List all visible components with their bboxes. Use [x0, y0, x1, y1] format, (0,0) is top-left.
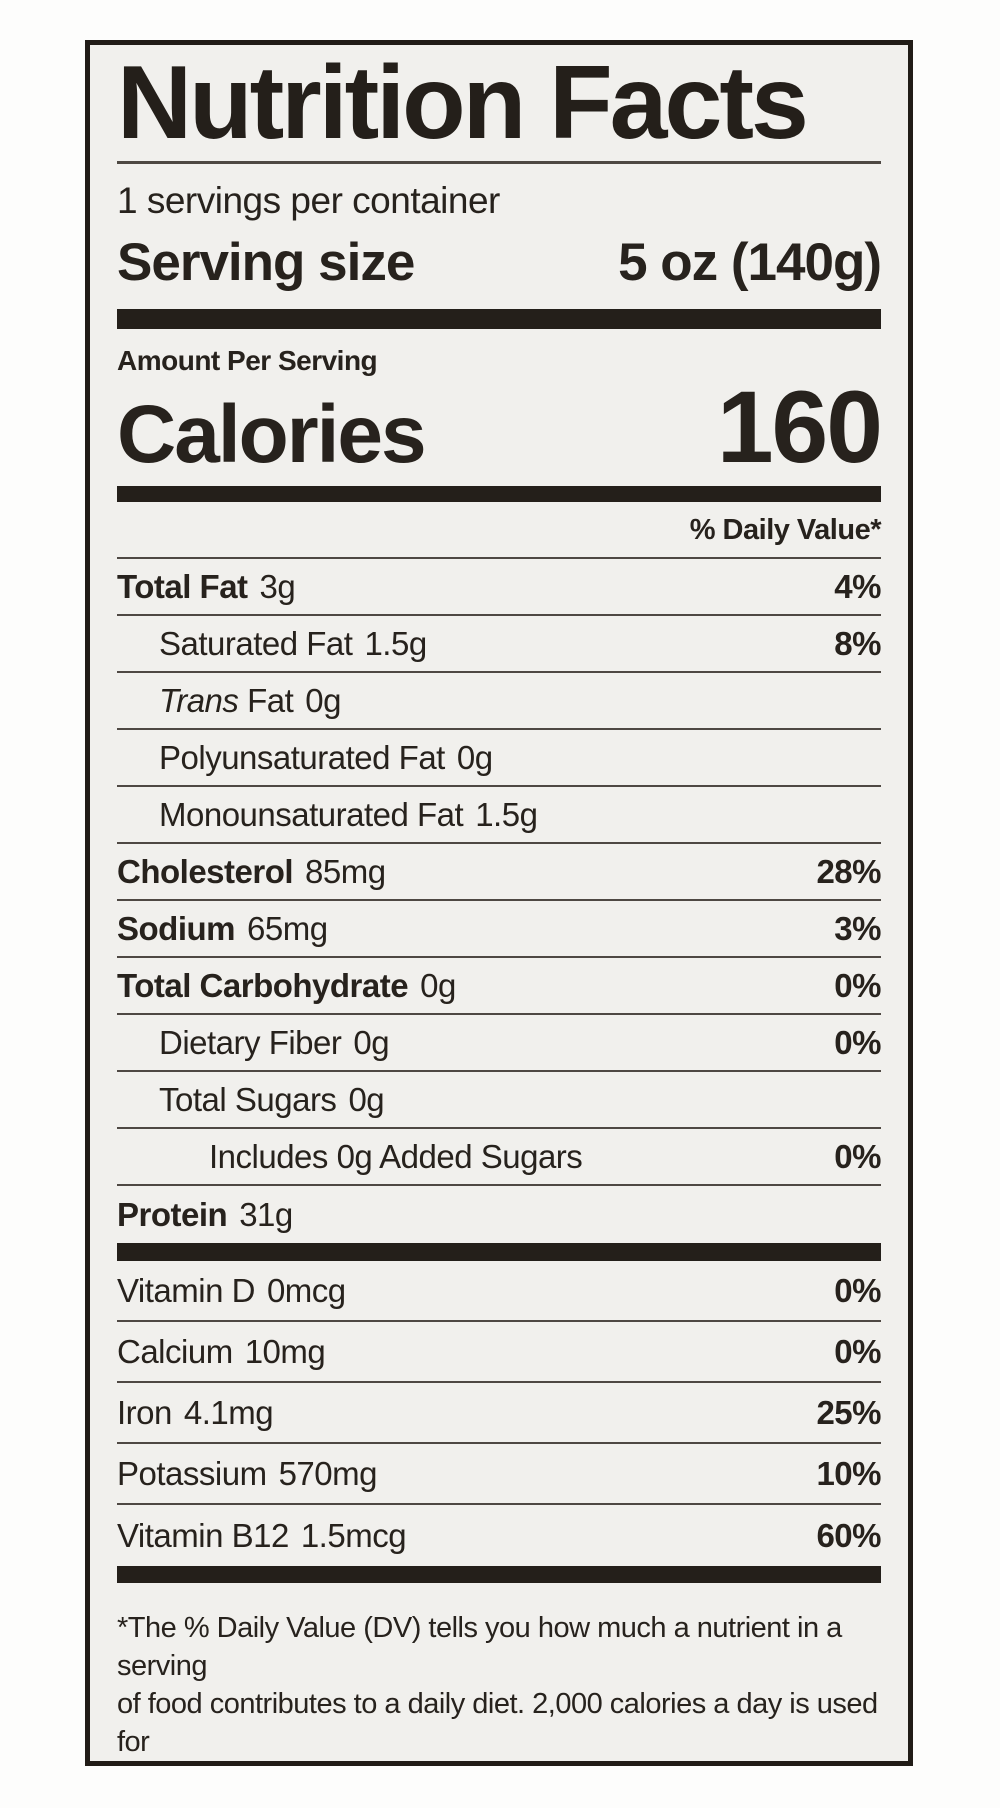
nutrient-amount: 3g — [259, 567, 296, 605]
nutrient-dv: 0% — [834, 1137, 881, 1175]
nutrient-name: Total Fat — [117, 567, 248, 605]
nutrient-row-dietary-fiber: Dietary Fiber 0g 0% — [117, 1015, 881, 1073]
nutrient-amount: 1.5g — [364, 624, 427, 662]
serving-size-row: Serving size 5 oz (140g) — [117, 232, 882, 293]
footnote-line: of food contributes to a daily diet. 2,0… — [117, 1688, 878, 1759]
nutrient-row-polyunsaturated-fat: Polyunsaturated Fat 0g — [117, 730, 881, 788]
nutrient-amount: 65mg — [247, 909, 328, 947]
nutrient-name: Total Carbohydrate — [117, 966, 409, 1004]
nutrient-amount: 0g — [353, 1023, 390, 1061]
vitamin-row-vitamin-d: Vitamin D 0mcg 0% — [117, 1261, 881, 1323]
nutrient-row-total-sugars: Total Sugars 0g — [117, 1072, 881, 1130]
vitamin-dv: 60% — [816, 1516, 881, 1554]
nutrient-dv: 8% — [834, 624, 881, 662]
nutrient-row-monounsaturated-fat: Monounsaturated Fat 1.5g — [117, 787, 881, 845]
nutrient-row-sodium: Sodium 65mg 3% — [117, 901, 881, 959]
vitamin-dv: 0% — [834, 1271, 881, 1309]
section-bar-footer — [117, 1566, 881, 1584]
vitamin-name: Iron — [117, 1393, 172, 1431]
vitamin-amount: 0mcg — [266, 1271, 346, 1309]
nutrient-name: Trans Fat — [159, 681, 294, 719]
nutrient-dv: 28% — [816, 852, 881, 890]
nutrient-row-total-carbohydrate: Total Carbohydrate 0g 0% — [117, 958, 881, 1016]
nutrient-amount: 1.5g — [475, 795, 538, 833]
serving-size-value: 5 oz (140g) — [618, 233, 882, 293]
daily-value-footnote: *The % Daily Value (DV) tells you how mu… — [117, 1609, 881, 1766]
nutrient-dv: 3% — [834, 909, 881, 947]
serving-size-label: Serving size — [117, 233, 415, 293]
vitamin-row-iron: Iron 4.1mg 25% — [117, 1383, 881, 1445]
nutrient-amount: 0g — [305, 681, 341, 719]
nutrient-name: Monounsaturated Fat — [159, 795, 464, 833]
nutrient-row-trans-fat: Trans Fat 0g — [117, 673, 881, 731]
nutrient-row-protein: Protein 31g — [117, 1186, 881, 1243]
vitamin-row-vitamin-b12: Vitamin B12 1.5mcg 60% — [117, 1505, 881, 1566]
footnote-line: general nutrition advice. — [117, 1761, 881, 1766]
vitamin-dv: 0% — [834, 1332, 881, 1370]
nutrient-name: Includes 0g Added Sugars — [209, 1137, 583, 1175]
vitamin-row-calcium: Calcium 10mg 0% — [117, 1322, 881, 1384]
nutrient-row-added-sugars: Includes 0g Added Sugars 0% — [117, 1129, 881, 1187]
nutrient-row-saturated-fat: Saturated Fat 1.5g 8% — [117, 616, 881, 674]
nutrient-amount: 0g — [348, 1080, 385, 1118]
nutrient-name: Total Sugars — [159, 1080, 337, 1118]
vitamin-row-potassium: Potassium 570mg 10% — [117, 1444, 881, 1506]
daily-value-header: % Daily Value* — [117, 514, 882, 560]
nutrient-amount: 85mg — [305, 852, 386, 890]
vitamin-amount: 4.1mg — [183, 1393, 274, 1431]
calories-label: Calories — [117, 389, 427, 481]
section-bar-protein — [117, 1243, 881, 1262]
title-divider — [117, 161, 881, 165]
amount-per-serving: Amount Per Serving — [117, 345, 378, 377]
nutrient-row-total-fat: Total Fat 3g 4% — [117, 559, 881, 617]
footnote-line: *The % Daily Value (DV) tells you how mu… — [117, 1612, 842, 1683]
nutrition-facts-label: Nutrition Facts 1 servings per container… — [85, 40, 913, 1766]
calories-value: 160 — [716, 370, 883, 485]
nutrient-name: Saturated Fat — [159, 624, 353, 662]
nutrient-row-cholesterol: Cholesterol 85mg 28% — [117, 844, 881, 902]
vitamin-name: Vitamin B12 — [117, 1516, 289, 1554]
section-bar-calories — [117, 486, 881, 503]
label-title: Nutrition Facts — [117, 45, 809, 161]
nutrient-name: Cholesterol — [117, 852, 294, 890]
nutrient-name: Dietary Fiber — [159, 1023, 342, 1061]
calories-row: Calories 160 — [117, 370, 883, 485]
vitamin-amount: 1.5mcg — [300, 1516, 407, 1554]
nutrient-name: Protein — [117, 1195, 228, 1233]
nutrient-dv: 0% — [834, 966, 881, 1004]
vitamin-dv: 25% — [816, 1393, 881, 1431]
vitamin-amount: 10mg — [244, 1332, 326, 1370]
nutrient-amount: 0g — [420, 966, 456, 1004]
nutrient-amount: 31g — [239, 1195, 293, 1233]
vitamin-dv: 10% — [816, 1454, 881, 1492]
nutrient-dv: 0% — [834, 1023, 881, 1061]
vitamin-name: Potassium — [117, 1454, 267, 1492]
nutrient-name: Sodium — [117, 909, 236, 947]
nutrient-name: Polyunsaturated Fat — [159, 738, 445, 776]
vitamin-amount: 570mg — [278, 1454, 378, 1492]
servings-per-container: 1 servings per container — [117, 180, 500, 222]
vitamin-name: Calcium — [117, 1332, 233, 1370]
nutrient-amount: 0g — [456, 738, 493, 776]
nutrient-dv: 4% — [834, 567, 881, 605]
vitamin-name: Vitamin D — [117, 1271, 255, 1309]
section-bar-thick — [117, 309, 881, 330]
